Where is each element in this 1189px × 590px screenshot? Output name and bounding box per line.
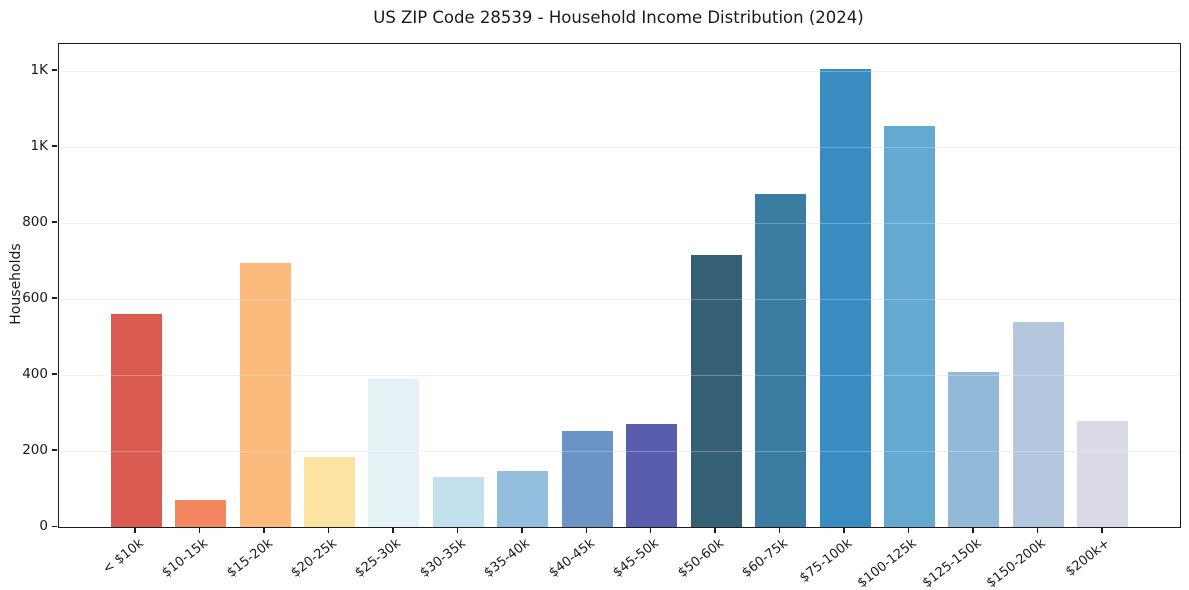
bar xyxy=(1077,420,1129,527)
x-tick-label: $60-75k xyxy=(739,536,791,581)
y-tick-label: 1K xyxy=(30,137,48,154)
y-axis-label: Households xyxy=(8,243,24,325)
gridline-overlay xyxy=(59,146,1180,149)
x-tick-label: $150-200k xyxy=(984,536,1049,590)
y-tick-label: 200 xyxy=(22,441,48,458)
x-tick-mark xyxy=(263,527,265,533)
x-tick-mark xyxy=(585,527,588,533)
x-tick-label: $100-125k xyxy=(855,536,920,590)
gridline xyxy=(59,70,1180,72)
x-tick-label: $35-40k xyxy=(481,536,534,581)
gridline xyxy=(59,298,1180,301)
x-tick-mark xyxy=(843,527,845,533)
bar xyxy=(175,500,227,527)
y-tick-mark xyxy=(51,145,57,147)
bar xyxy=(304,457,356,527)
y-tick-label: 0 xyxy=(39,518,48,534)
x-tick-mark xyxy=(456,527,459,533)
y-tick-label: 600 xyxy=(22,289,48,306)
bar xyxy=(1012,322,1064,527)
gridline-overlay xyxy=(59,70,1180,72)
x-tick-mark xyxy=(649,527,652,533)
x-tick-mark xyxy=(778,527,781,533)
gridline xyxy=(59,146,1180,149)
bar xyxy=(497,471,549,527)
y-tick-mark xyxy=(51,525,57,527)
x-tick-mark xyxy=(714,527,716,533)
bar xyxy=(690,255,742,527)
x-tick-label: $200k+ xyxy=(1063,536,1114,580)
bar xyxy=(755,194,807,527)
y-tick-mark xyxy=(51,373,57,375)
x-tick-mark xyxy=(198,527,201,533)
gridline-overlay xyxy=(59,450,1180,453)
gridline-overlay xyxy=(59,222,1180,225)
x-tick-mark xyxy=(907,527,910,533)
x-tick-mark xyxy=(521,527,523,533)
y-tick-mark xyxy=(51,449,57,451)
x-tick-label: $45-50k xyxy=(610,536,662,581)
plot-area xyxy=(58,43,1181,528)
x-tick-label: $25-30k xyxy=(352,536,405,581)
bar xyxy=(110,314,162,527)
gridline xyxy=(59,222,1180,225)
x-tick-label: $75-100k xyxy=(797,536,856,586)
bar xyxy=(626,423,678,527)
x-tick-mark xyxy=(392,527,394,533)
bar xyxy=(819,68,871,527)
y-tick-label: 400 xyxy=(22,365,48,382)
x-tick-label: $20-25k xyxy=(288,536,340,581)
x-tick-label: $15-20k xyxy=(223,536,276,581)
plot-inner xyxy=(59,44,1180,527)
y-tick-mark xyxy=(51,221,57,223)
y-tick-label: 1K xyxy=(30,61,48,78)
x-tick-mark xyxy=(972,527,974,533)
x-tick-label: $40-45k xyxy=(546,536,598,581)
gridline-overlay xyxy=(59,298,1180,301)
x-tick-mark xyxy=(327,527,330,533)
x-tick-label: $10-15k xyxy=(159,536,211,581)
gridline-overlay xyxy=(59,374,1180,377)
chart-title: US ZIP Code 28539 - Household Income Dis… xyxy=(373,8,864,27)
bar xyxy=(432,476,484,527)
bar xyxy=(883,125,935,527)
y-tick-label: 800 xyxy=(22,213,48,230)
x-tick-mark xyxy=(134,527,136,533)
x-tick-label: < $10k xyxy=(99,536,147,577)
x-tick-mark xyxy=(1101,527,1103,533)
bar xyxy=(239,262,291,527)
x-tick-label: $30-35k xyxy=(417,536,469,581)
gridline xyxy=(59,374,1180,377)
x-tick-label: $125-150k xyxy=(919,536,985,590)
x-tick-label: $50-60k xyxy=(674,536,727,581)
gridline xyxy=(59,450,1180,453)
bar xyxy=(368,379,420,527)
x-tick-mark xyxy=(1036,527,1039,533)
bar xyxy=(561,430,613,527)
y-tick-mark xyxy=(51,297,57,299)
bar xyxy=(948,372,1000,527)
y-tick-mark xyxy=(51,69,57,71)
